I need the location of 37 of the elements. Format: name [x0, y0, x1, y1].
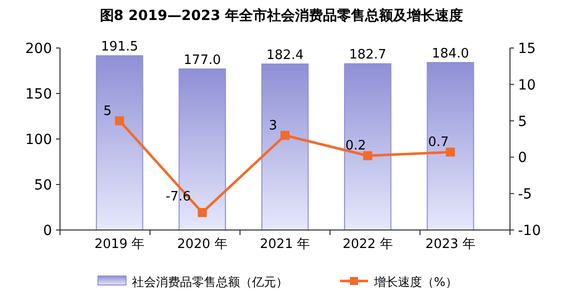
y-tick-label: 50	[34, 178, 52, 194]
y2-tick-label: 10	[518, 77, 536, 94]
legend-label: 社会消费品零售总额（亿元）	[132, 275, 288, 289]
x-tick-label: 2021 年	[260, 237, 310, 252]
y2-tick-label: 0	[518, 150, 527, 166]
data-label: 184.0	[432, 46, 470, 62]
data-label: 0.7	[428, 135, 449, 150]
y-tick-label: 200	[25, 41, 52, 57]
chart-title: 图8 2019—2023 年全市社会消费品零售总额及增长速度	[100, 7, 464, 24]
point	[280, 130, 290, 140]
y2-tick-label: -5	[518, 186, 532, 203]
x-tick-label: 2020 年	[177, 237, 228, 252]
y2-tick-label: -10	[518, 223, 541, 239]
y2-tick-label: 15	[518, 41, 536, 57]
data-label: 191.5	[100, 40, 138, 55]
bar	[344, 63, 392, 230]
point	[198, 208, 207, 218]
bar	[96, 55, 144, 230]
point	[363, 151, 372, 160]
data-label: 0.2	[345, 138, 366, 154]
x-tick-label: 2022 年	[342, 237, 393, 252]
point	[115, 116, 124, 126]
bar	[426, 62, 474, 230]
y2-tick-label: 5	[518, 114, 527, 130]
data-label: 182.4	[266, 48, 304, 64]
y-tick-label: 150	[25, 86, 52, 102]
data-label: 177.0	[184, 52, 221, 68]
data-label: 182.7	[349, 48, 386, 63]
bar	[261, 64, 309, 230]
y-tick-label: 100	[25, 132, 52, 148]
data-label: 5	[103, 104, 112, 119]
x-tick-label: 2023 年	[425, 237, 476, 252]
point	[446, 148, 455, 157]
data-label: 3	[268, 118, 278, 134]
x-tick-label: 2019 年	[94, 237, 145, 252]
y-tick-label: 0	[43, 223, 52, 239]
legend-label: 增长速度（%）	[373, 275, 458, 289]
